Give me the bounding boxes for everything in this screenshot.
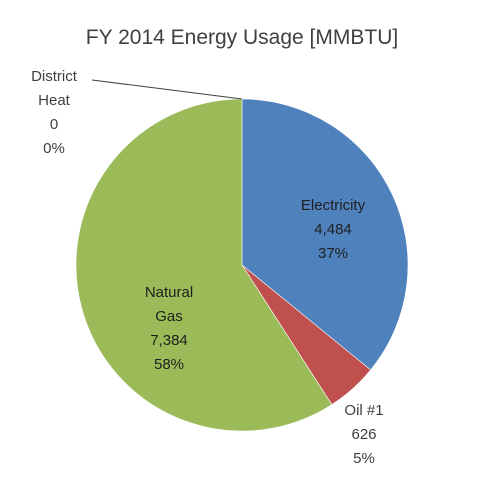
slice-percent-natural-gas: 58% [154, 356, 184, 373]
slice-name-district-heat-line-1: District [31, 68, 78, 85]
slice-labels: Electricity 4,484 37% Oil #1 626 5% Natural Gas… [31, 68, 384, 467]
slice-name-electricity: Electricity [301, 197, 366, 214]
slice-name-oil-1: Oil #1 [344, 402, 383, 419]
slice-name-natural-gas-line-2: Gas [155, 308, 183, 325]
leader-lines [91, 79, 243, 100]
pie-slice-natural-gas [75, 98, 333, 432]
slice-percent-district-heat: 0% [43, 140, 65, 157]
pie-slices [75, 98, 409, 432]
slice-value-natural-gas: 7,384 [150, 332, 188, 349]
slice-value-electricity: 4,484 [314, 221, 352, 238]
slice-name-natural-gas-line-1: Natural [145, 284, 193, 301]
pie-slice-electricity [241, 98, 409, 371]
slice-value-district-heat: 0 [50, 116, 58, 133]
chart-title: FY 2014 Energy Usage [MMBTU] [86, 26, 398, 49]
leader-line-district-heat [91, 79, 243, 100]
slice-percent-oil-1: 5% [353, 450, 375, 467]
slice-name-district-heat-line-2: Heat [38, 92, 71, 109]
slice-percent-electricity: 37% [318, 245, 348, 262]
slice-value-oil-1: 626 [351, 426, 376, 443]
